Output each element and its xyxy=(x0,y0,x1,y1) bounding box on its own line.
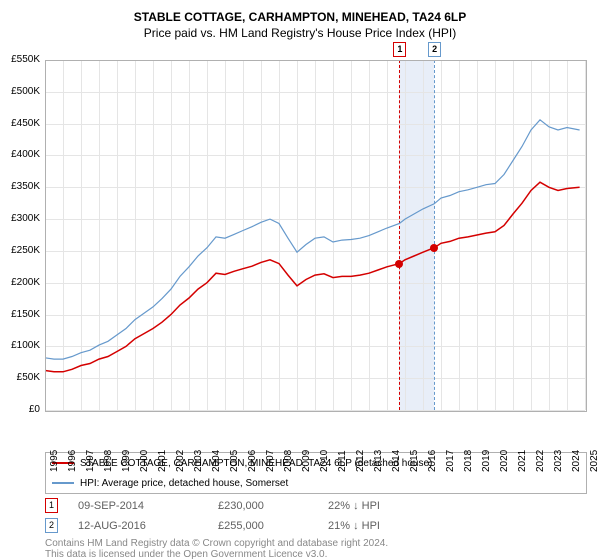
y-axis-label: £50K xyxy=(0,372,40,383)
x-axis-label: 2017 xyxy=(445,442,456,472)
chart-border xyxy=(45,60,587,412)
transaction-price: £255,000 xyxy=(218,520,328,532)
x-axis-label: 2011 xyxy=(337,442,348,472)
x-axis-label: 2023 xyxy=(553,442,564,472)
x-axis-label: 2010 xyxy=(319,442,330,472)
footer-line1: Contains HM Land Registry data © Crown c… xyxy=(45,538,388,549)
x-axis-label: 2006 xyxy=(247,442,258,472)
footer-text: Contains HM Land Registry data © Crown c… xyxy=(45,538,388,560)
x-axis-label: 2009 xyxy=(301,442,312,472)
x-axis-label: 2018 xyxy=(463,442,474,472)
chart-subtitle: Price paid vs. HM Land Registry's House … xyxy=(0,24,600,40)
x-axis-label: 2025 xyxy=(589,442,600,472)
x-axis-label: 2022 xyxy=(535,442,546,472)
x-axis-label: 1997 xyxy=(85,442,96,472)
legend-row: HPI: Average price, detached house, Some… xyxy=(46,473,586,493)
x-axis-label: 1995 xyxy=(49,442,60,472)
x-axis-label: 1999 xyxy=(121,442,132,472)
legend-label: HPI: Average price, detached house, Some… xyxy=(80,478,288,489)
marker-box: 2 xyxy=(428,42,441,57)
transaction-row: 1 09-SEP-2014£230,00022% ↓ HPI xyxy=(45,498,585,513)
y-axis-label: £400K xyxy=(0,149,40,160)
x-axis-label: 2021 xyxy=(517,442,528,472)
x-axis-label: 1998 xyxy=(103,442,114,472)
y-axis-label: £200K xyxy=(0,277,40,288)
y-axis-label: £550K xyxy=(0,54,40,65)
y-axis-label: £300K xyxy=(0,213,40,224)
transaction-date: 09-SEP-2014 xyxy=(78,500,218,512)
footer-line2: This data is licensed under the Open Gov… xyxy=(45,549,388,560)
transaction-diff: 21% ↓ HPI xyxy=(328,520,380,532)
x-axis-label: 2012 xyxy=(355,442,366,472)
x-axis-label: 2000 xyxy=(139,442,150,472)
transaction-marker: 1 xyxy=(45,498,58,513)
x-axis-label: 2024 xyxy=(571,442,582,472)
x-axis-label: 2003 xyxy=(193,442,204,472)
x-axis-label: 2008 xyxy=(283,442,294,472)
chart-title: STABLE COTTAGE, CARHAMPTON, MINEHEAD, TA… xyxy=(0,0,600,24)
x-axis-label: 2015 xyxy=(409,442,420,472)
y-axis-label: £100K xyxy=(0,340,40,351)
y-axis-label: £250K xyxy=(0,245,40,256)
x-axis-label: 2016 xyxy=(427,442,438,472)
x-axis-label: 2019 xyxy=(481,442,492,472)
transaction-marker: 2 xyxy=(45,518,58,533)
x-axis-label: 2013 xyxy=(373,442,384,472)
y-axis-label: £450K xyxy=(0,118,40,129)
x-axis-label: 2020 xyxy=(499,442,510,472)
y-axis-label: £350K xyxy=(0,181,40,192)
x-axis-label: 2007 xyxy=(265,442,276,472)
y-axis-label: £0 xyxy=(0,404,40,415)
transaction-row: 2 12-AUG-2016£255,00021% ↓ HPI xyxy=(45,518,585,533)
x-axis-label: 2001 xyxy=(157,442,168,472)
x-axis-label: 1996 xyxy=(67,442,78,472)
y-axis-label: £500K xyxy=(0,86,40,97)
x-axis-label: 2005 xyxy=(229,442,240,472)
x-axis-label: 2014 xyxy=(391,442,402,472)
transaction-price: £230,000 xyxy=(218,500,328,512)
marker-box: 1 xyxy=(393,42,406,57)
transaction-date: 12-AUG-2016 xyxy=(78,520,218,532)
legend-swatch xyxy=(52,482,74,484)
y-axis-label: £150K xyxy=(0,309,40,320)
x-axis-label: 2002 xyxy=(175,442,186,472)
transaction-diff: 22% ↓ HPI xyxy=(328,500,380,512)
x-axis-label: 2004 xyxy=(211,442,222,472)
